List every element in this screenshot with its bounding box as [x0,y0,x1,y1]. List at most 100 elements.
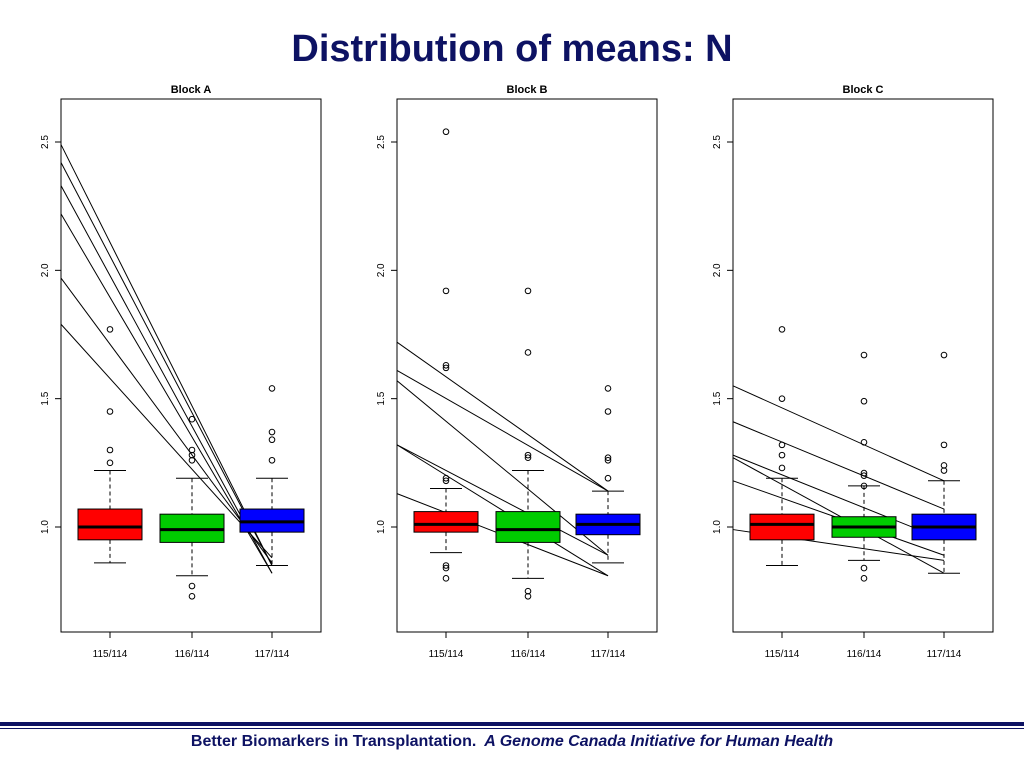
outlier-point [524,349,532,356]
x-tick-label: 116/114 [511,649,546,660]
slide-title: Distribution of means: N [291,28,733,70]
trend-line [396,341,609,492]
x-tick-label: 116/114 [175,649,210,660]
outlier-point [442,128,450,136]
plot-frame [396,98,658,633]
x-tick-label: 115/114 [429,649,464,660]
panel-block-0: Block A 1.0 1.5 2.0 2.5 115/114 116/114 117/114 [40,84,322,660]
trend-line [732,421,945,510]
outlier-point [268,436,276,444]
trend-line [60,277,273,564]
outlier-point [188,415,196,423]
footer-left-text: Better Biomarkers in Transplantation. [190,733,477,750]
panel-block-2: Block C 1.0 1.5 2.0 2.5 115/114 116/114 117/114 [712,84,994,660]
outlier-point [604,456,612,464]
y-tick-label: 1.0 [40,520,51,534]
outlier-point [188,456,196,464]
trend-line [60,162,273,566]
outlier-point [442,575,450,582]
outlier-point [778,441,786,449]
trend-line [60,144,273,566]
box-115/114 [413,511,479,533]
outlier-point [524,451,532,459]
trend-line [60,213,273,574]
outlier-point [268,428,276,436]
outlier-point [604,385,612,392]
outlier-point [860,472,868,479]
outlier-point [860,482,868,490]
outlier-point [778,451,786,459]
trend-line [732,454,945,541]
outlier-point [778,326,786,333]
outlier-point [442,564,450,572]
x-tick-label: 117/114 [591,649,626,660]
outlier-point [940,441,948,449]
x-tick-label: 117/114 [255,649,290,660]
trend-line [60,323,273,559]
outlier-point [442,287,450,295]
outlier-point [604,408,612,415]
outlier-point [106,326,114,333]
outlier-point [940,351,948,359]
y-tick-label: 1.5 [376,391,387,405]
trend-line [396,380,609,556]
outlier-point [604,454,612,462]
footer-rule-thin [0,728,1024,729]
outlier-point [268,385,276,392]
outlier-point [268,456,276,464]
outlier-point [442,362,450,369]
outlier-point [442,474,450,482]
outlier-point [940,467,948,474]
x-tick-label: 117/114 [927,649,962,660]
outlier-point [860,397,868,405]
outlier-point [860,469,868,477]
trend-line [60,185,273,574]
box-116/114 [495,511,561,543]
outlier-point [442,364,450,372]
outlier-point [524,287,532,295]
trend-line [732,385,945,482]
outlier-point [524,593,532,600]
outlier-point [188,582,196,590]
x-tick-label: 115/114 [93,649,128,660]
box-115/114 [749,513,815,541]
y-tick-label: 1.0 [376,520,387,534]
boxplot-charts: Block A 1.0 1.5 2.0 2.5 115/114 116/114 117/114… [40,84,994,660]
outlier-point [442,477,450,485]
outlier-point [106,408,114,415]
panel-title: Block B [507,84,548,96]
y-tick-label: 2.5 [376,135,387,149]
box-115/114 [77,508,143,541]
trend-line [396,444,609,577]
outlier-point [524,454,532,462]
footer-rule [0,722,1024,726]
trend-line [396,369,609,492]
x-tick-label: 115/114 [765,649,800,660]
y-tick-label: 2.5 [40,135,51,149]
panel-block-1: Block B 1.0 1.5 2.0 2.5 115/114 116/114 117/114 [376,84,658,660]
outlier-point [442,562,450,569]
y-tick-label: 2.0 [376,263,387,277]
y-tick-label: 2.0 [712,263,723,277]
outlier-point [106,459,114,467]
y-tick-label: 1.5 [40,391,51,405]
outlier-point [604,474,612,482]
y-tick-label: 1.5 [712,391,723,405]
footer: Better Biomarkers in Transplantation. A G… [0,733,1024,751]
outlier-point [860,564,868,572]
plot-frame [60,98,322,633]
outlier-point [106,446,114,454]
y-tick-label: 1.0 [712,520,723,534]
y-tick-label: 2.0 [40,263,51,277]
plot-frame [732,98,994,633]
x-tick-label: 116/114 [847,649,882,660]
panel-title: Block A [171,84,212,96]
trend-line [732,457,945,574]
y-tick-label: 2.5 [712,135,723,149]
outlier-point [778,464,786,472]
panel-title: Block C [843,84,884,96]
outlier-point [188,593,196,600]
outlier-point [860,351,868,359]
trend-line [396,444,609,556]
outlier-point [860,439,868,446]
